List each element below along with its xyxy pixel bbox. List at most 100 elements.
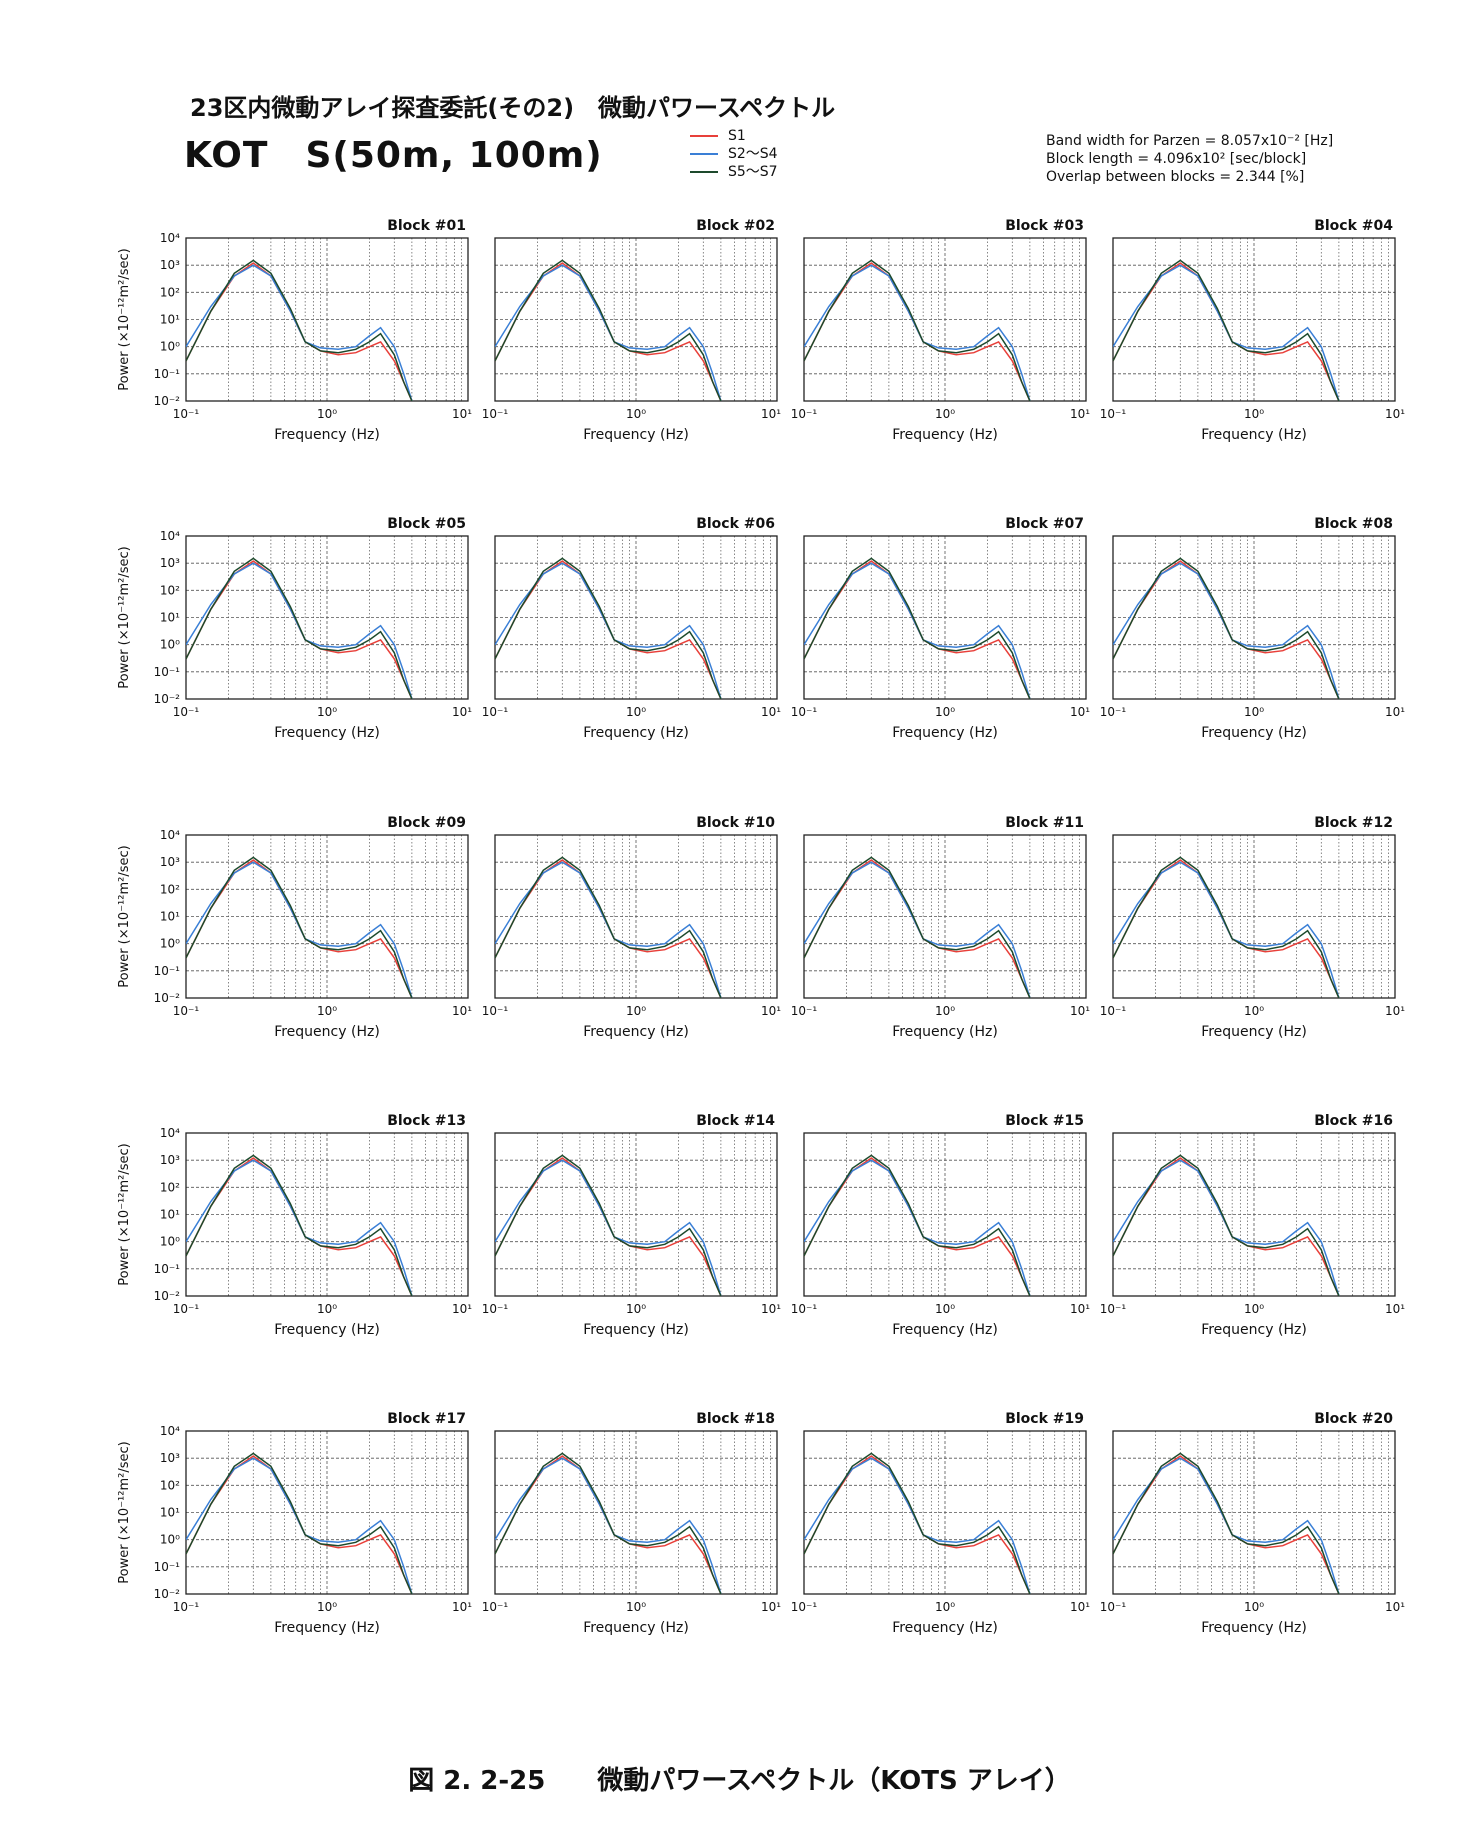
series-line-s5s7 — [804, 557, 1031, 699]
series-line-s5s7 — [1113, 1452, 1340, 1594]
plot-frame — [185, 834, 469, 999]
series-line-s1 — [804, 859, 1031, 998]
series-line-s1 — [495, 560, 722, 699]
x-axis-label: Frequency (Hz) — [274, 1024, 380, 1040]
y-tick-label: 10⁻² — [154, 1289, 181, 1303]
x-tick-label: 10¹ — [1070, 705, 1090, 719]
y-axis-label: Power (×10⁻¹²m²/sec) — [117, 845, 132, 987]
y-tick-label: 10⁻¹ — [154, 367, 181, 381]
series-line-s1 — [804, 1455, 1031, 1594]
series-line-s1 — [495, 1455, 722, 1594]
y-tick-label: 10⁴ — [160, 828, 180, 842]
y-tick-label: 10² — [160, 285, 180, 299]
panel-title: Block #08 — [1314, 516, 1393, 532]
y-tick-label: 10¹ — [160, 611, 180, 625]
series-line-s5s7 — [186, 1452, 413, 1594]
panel-title: Block #06 — [696, 516, 775, 532]
x-axis-label: Frequency (Hz) — [274, 725, 380, 741]
series-line-s2s4 — [186, 1159, 413, 1296]
series-line-s5s7 — [1113, 1154, 1340, 1296]
x-axis-label: Frequency (Hz) — [892, 1322, 998, 1338]
x-tick-label: 10⁰ — [317, 1004, 337, 1018]
x-tick-label: 10⁻¹ — [173, 705, 200, 719]
x-tick-label: 10⁻¹ — [1100, 407, 1127, 421]
y-tick-label: 10⁰ — [160, 340, 180, 354]
spectrum-panel: Block #12 10⁻¹ 10⁰ 10¹ Frequency (Hz) — [1100, 815, 1405, 1040]
plot-frame — [494, 237, 778, 402]
x-axis-label: Frequency (Hz) — [583, 427, 689, 443]
plot-frame — [803, 237, 1087, 402]
y-tick-label: 10¹ — [160, 1208, 180, 1222]
panel-title: Block #19 — [1005, 1411, 1084, 1427]
series-line-s1 — [186, 1455, 413, 1594]
series-line-s2s4 — [495, 1457, 722, 1594]
x-tick-label: 10⁰ — [1244, 1600, 1264, 1614]
x-axis-label: Frequency (Hz) — [892, 1024, 998, 1040]
series-line-s5s7 — [495, 259, 722, 401]
x-tick-label: 10⁰ — [935, 1302, 955, 1316]
x-tick-label: 10⁰ — [935, 1004, 955, 1018]
y-tick-label: 10⁻¹ — [154, 964, 181, 978]
series-line-s5s7 — [804, 1154, 1031, 1296]
spectrum-panel: Block #14 10⁻¹ 10⁰ 10¹ Frequency (Hz) — [482, 1113, 781, 1338]
series-line-s5s7 — [495, 557, 722, 699]
x-axis-label: Frequency (Hz) — [583, 1024, 689, 1040]
series-line-s1 — [186, 1157, 413, 1296]
spectrum-panel: Block #08 10⁻¹ 10⁰ 10¹ Frequency (Hz) — [1100, 516, 1405, 741]
series-line-s2s4 — [804, 861, 1031, 998]
panel-title: Block #07 — [1005, 516, 1084, 532]
x-axis-label: Frequency (Hz) — [892, 1620, 998, 1636]
series-line-s5s7 — [804, 259, 1031, 401]
series-line-s1 — [1113, 560, 1340, 699]
legend-swatch-s5-s7 — [690, 171, 718, 173]
x-tick-label: 10¹ — [761, 705, 781, 719]
y-tick-label: 10² — [160, 1180, 180, 1194]
series-line-s5s7 — [186, 856, 413, 998]
x-tick-label: 10⁰ — [935, 407, 955, 421]
legend-swatch-s2-s4 — [690, 153, 718, 155]
series-line-s2s4 — [1113, 1457, 1340, 1594]
x-tick-label: 10⁰ — [626, 1302, 646, 1316]
panel-title: Block #18 — [696, 1411, 775, 1427]
x-tick-label: 10⁰ — [626, 407, 646, 421]
plot-frame — [494, 535, 778, 700]
y-tick-label: 10⁻¹ — [154, 1560, 181, 1574]
x-tick-label: 10⁰ — [626, 705, 646, 719]
series-line-s1 — [804, 560, 1031, 699]
x-tick-label: 10⁻¹ — [482, 1600, 509, 1614]
x-tick-label: 10⁰ — [1244, 1302, 1264, 1316]
x-tick-label: 10⁰ — [317, 1600, 337, 1614]
series-line-s1 — [1113, 859, 1340, 998]
x-axis-label: Frequency (Hz) — [892, 725, 998, 741]
x-tick-label: 10¹ — [1385, 1600, 1405, 1614]
legend-item-s5-s7: S5〜S7 — [690, 163, 778, 181]
series-line-s1 — [495, 262, 722, 401]
x-axis-label: Frequency (Hz) — [583, 1620, 689, 1636]
y-tick-label: 10² — [160, 1478, 180, 1492]
x-tick-label: 10¹ — [1385, 705, 1405, 719]
y-tick-label: 10⁻² — [154, 394, 181, 408]
y-tick-label: 10⁻¹ — [154, 1262, 181, 1276]
series-line-s5s7 — [186, 1154, 413, 1296]
legend-item-s1: S1 — [690, 127, 778, 145]
y-axis-label: Power (×10⁻¹²m²/sec) — [117, 546, 132, 688]
x-tick-label: 10¹ — [452, 407, 472, 421]
x-tick-label: 10¹ — [761, 407, 781, 421]
x-axis-label: Frequency (Hz) — [1201, 1620, 1307, 1636]
y-axis-label: Power (×10⁻¹²m²/sec) — [117, 1143, 132, 1285]
series-line-s2s4 — [1113, 861, 1340, 998]
x-tick-label: 10⁻¹ — [1100, 705, 1127, 719]
spectrum-panel: Block #06 10⁻¹ 10⁰ 10¹ Frequency (Hz) — [482, 516, 781, 741]
spectrum-panel: Block #15 10⁻¹ 10⁰ 10¹ Frequency (Hz) — [791, 1113, 1090, 1338]
plot-frame — [1112, 834, 1396, 999]
x-tick-label: 10¹ — [452, 1004, 472, 1018]
series-line-s1 — [804, 262, 1031, 401]
plot-frame — [803, 1132, 1087, 1297]
y-tick-label: 10⁰ — [160, 1533, 180, 1547]
y-tick-label: 10¹ — [160, 910, 180, 924]
legend-label-s5-s7: S5〜S7 — [728, 164, 778, 180]
x-tick-label: 10⁻¹ — [791, 407, 818, 421]
series-line-s2s4 — [1113, 1159, 1340, 1296]
